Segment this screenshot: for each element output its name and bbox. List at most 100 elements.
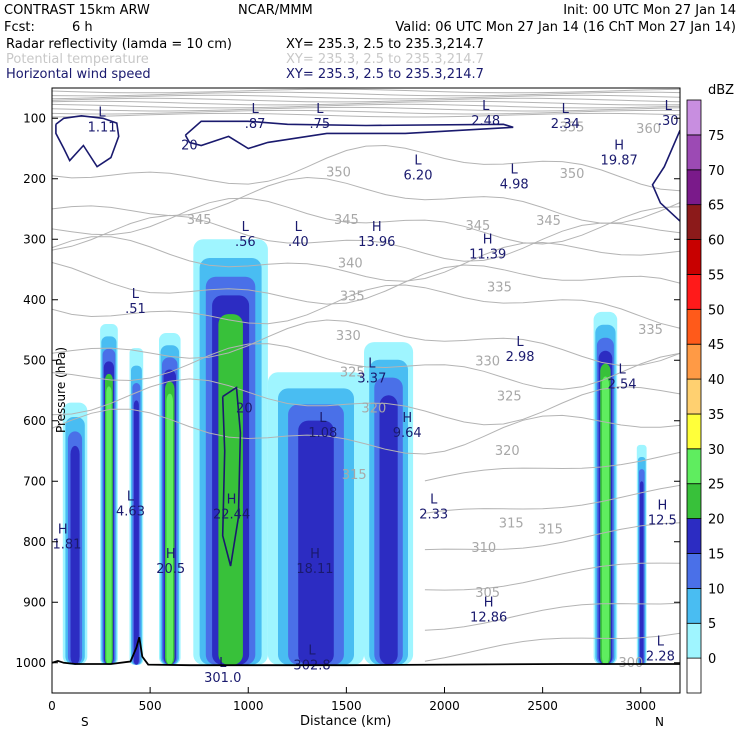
theta-line [52, 176, 680, 224]
theta-label: 320 [361, 402, 386, 417]
extremum-value: 2.98 [506, 350, 535, 365]
extremum-value: 6.20 [404, 169, 433, 184]
theta-line [52, 236, 680, 282]
theta-label: 310 [471, 541, 496, 556]
theta-line [52, 100, 680, 106]
x-tick-label: 3000 [625, 699, 656, 713]
wind-label: 20 [181, 138, 198, 153]
terrain-line [52, 637, 680, 667]
theta-label: 355 [560, 120, 585, 135]
extremum-type: L [430, 492, 438, 507]
theta-label: 325 [497, 390, 522, 405]
reflectivity-level [298, 420, 334, 665]
colorbar-swatch [686, 308, 702, 345]
colorbar-swatch [686, 588, 702, 624]
extremum-type: H [402, 411, 412, 426]
colorbar-swatch [686, 448, 702, 485]
extremum-type: H [484, 595, 494, 610]
wind-line [184, 120, 514, 150]
field-name-wind: Horizontal wind speed [6, 67, 151, 82]
theta-line [52, 106, 680, 112]
extremum-value: 13.96 [358, 235, 395, 250]
theta-label: 350 [326, 166, 351, 181]
extremum-value: .75 [310, 117, 331, 132]
theta-line [52, 197, 680, 245]
colorbar-swatch [686, 553, 702, 589]
extremum-value: .30 [658, 114, 679, 129]
theta-label: 315 [499, 517, 524, 532]
theta-label: 335 [340, 290, 365, 305]
colorbar-unit: dBZ [708, 83, 734, 98]
x-axis-label: Distance (km) [300, 714, 391, 729]
colorbar-tick-label: 5 [708, 617, 716, 632]
y-tick-label: 500 [23, 353, 46, 367]
colorbar-swatch [686, 413, 702, 450]
y-tick-label: 800 [23, 535, 46, 549]
theta-line [52, 91, 680, 97]
theta-label: 315 [538, 523, 563, 538]
field-xy-theta: XY= 235.3, 2.5 to 235.3,214.7 [286, 52, 484, 67]
theta-label: 345 [334, 213, 359, 228]
reflectivity-level [639, 481, 644, 665]
colorbar-tick-label: 10 [708, 582, 725, 597]
extremum-type: L [132, 287, 140, 302]
extremum-type: L [127, 489, 135, 504]
fcst-value: 6 h [72, 20, 93, 35]
extremum-value: 20.5 [156, 562, 185, 577]
extremum-value: 12.5 [648, 514, 677, 529]
colorbar-tick-label: 65 [708, 199, 725, 214]
y-axis-label: Pressure (hPa) [54, 347, 68, 433]
colorbar-tick-label: 55 [708, 268, 725, 283]
reflectivity-level [379, 395, 398, 665]
wind-line [55, 114, 120, 168]
extremum-value: 2.48 [471, 114, 500, 129]
theta-label: 305 [475, 586, 500, 601]
wind-line [221, 386, 242, 567]
theta-line [52, 112, 680, 118]
extremum-type: H [310, 547, 320, 562]
y-tick-label: 400 [23, 293, 46, 307]
x-end-left: S [81, 715, 89, 729]
theta-line [52, 103, 680, 109]
y-tick-label: 700 [23, 474, 46, 488]
colorbar-tick-label: 15 [708, 548, 725, 563]
extremum-type: L [657, 635, 665, 650]
extremum-value: 302.8 [293, 659, 330, 674]
reflectivity-column [159, 333, 181, 665]
extremum-value: 2.34 [551, 117, 580, 132]
theta-line [52, 319, 680, 367]
theta-label: 335 [487, 281, 512, 296]
reflectivity-column [193, 239, 268, 665]
y-tick-label: 300 [23, 232, 46, 246]
axes: 0 500 1000 1500 2000 2500 3000 100 200 300 400 500 6… [15, 111, 680, 713]
init-time: Init: 00 UTC Mon 27 Jan 14 [563, 3, 736, 18]
colorbar-tick-label: 45 [708, 338, 725, 353]
extremum-type: H [372, 220, 382, 235]
extremum-value: 2.33 [419, 507, 448, 522]
colorbar-tick-label: 30 [708, 443, 725, 458]
colorbar-tick-label: 25 [708, 478, 725, 493]
field-name-reflectivity: Radar reflectivity (lamda = 10 cm) [6, 37, 232, 52]
extremum-type: L [368, 356, 376, 371]
colorbar-swatch [686, 378, 702, 415]
colorbar-swatch [686, 273, 702, 310]
colorbar-tick-label: 70 [708, 164, 725, 179]
colorbar-swatch [686, 343, 702, 380]
extremum-value: 301.0 [204, 671, 241, 686]
extremum-value: 18.11 [296, 562, 333, 577]
fcst-label: Fcst: [4, 20, 35, 35]
theta-line [424, 632, 680, 662]
y-tick-label: 1000 [15, 656, 46, 670]
x-end-right: N [655, 715, 664, 729]
x-tick-label: 2500 [527, 699, 558, 713]
extremum-type: L [665, 99, 673, 114]
colorbar-swatch [686, 134, 702, 171]
theta-label: 330 [475, 354, 500, 369]
colorbar-swatch [686, 483, 702, 520]
colorbar-tick-label: 50 [708, 303, 725, 318]
theta-line [52, 343, 680, 390]
